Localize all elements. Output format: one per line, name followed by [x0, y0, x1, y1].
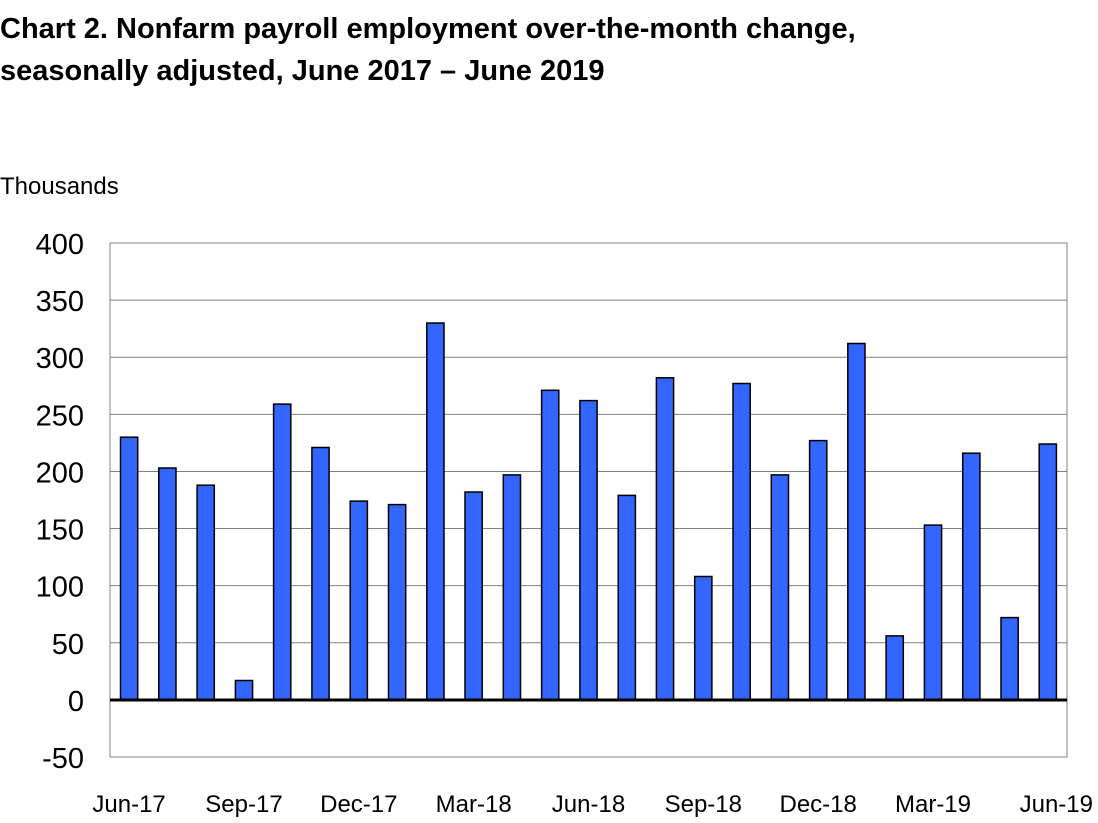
- bar-feb-19: [885, 635, 905, 701]
- x-tick-label: Jun-19: [1020, 791, 1093, 818]
- y-tick-label: 250: [36, 400, 84, 432]
- x-tick-label: Dec-17: [320, 791, 397, 818]
- bar-oct-17: [272, 403, 292, 701]
- bar-apr-18: [502, 474, 522, 701]
- bar-aug-18: [655, 377, 675, 701]
- x-axis-ticks: Jun-17 Sep-17 Dec-17 Mar-18 Jun-18 Sep-18 Dec-…: [92, 791, 1093, 818]
- y-axis-ticks: 400 350 300 250 200 150 100 50 0 -50: [36, 229, 84, 775]
- bar-may-19: [1000, 616, 1019, 701]
- bar-may-18: [540, 389, 560, 701]
- bar-jun-19: [1038, 443, 1058, 701]
- bar-jul-17: [158, 467, 177, 701]
- bar-sep-17: [234, 679, 254, 701]
- x-tick-label: Sep-18: [665, 791, 742, 818]
- x-tick-label: Mar-18: [436, 791, 512, 818]
- bar-jul-18: [617, 494, 637, 701]
- bar-mar-18: [464, 491, 483, 701]
- bar-dec-18: [808, 439, 828, 701]
- bar-jan-19: [847, 342, 866, 701]
- x-tick-label: Dec-18: [780, 791, 857, 818]
- y-tick-label: 0: [68, 686, 84, 718]
- x-tick-label: Jun-18: [552, 791, 625, 818]
- x-tick-label: Jun-17: [92, 791, 165, 818]
- chart-title-line-2: seasonally adjusted, June 2017 – June 20…: [0, 55, 605, 87]
- x-tick-label: Sep-17: [205, 791, 282, 818]
- y-tick-label: 50: [52, 629, 84, 661]
- chart-title-line-1: Chart 2. Nonfarm payroll employment over…: [0, 13, 856, 45]
- y-tick-label: 150: [36, 515, 84, 547]
- bar-sep-18: [693, 575, 713, 701]
- y-tick-label: -50: [42, 743, 84, 775]
- y-axis-unit-label: Thousands: [0, 173, 119, 200]
- y-tick-label: 200: [36, 457, 84, 489]
- bar-feb-18: [426, 322, 445, 701]
- bar-apr-19: [961, 452, 981, 701]
- y-tick-label: 400: [36, 229, 84, 261]
- bar-nov-17: [311, 446, 330, 701]
- bar-jun-18: [579, 399, 598, 701]
- bars: [119, 322, 1058, 701]
- bar-nov-18: [770, 474, 790, 701]
- y-tick-label: 100: [36, 572, 84, 604]
- x-tick-label: Mar-19: [895, 791, 971, 818]
- y-tick-label: 300: [36, 343, 84, 375]
- bar-mar-19: [923, 524, 943, 701]
- bar-aug-17: [196, 484, 216, 701]
- bar-jun-17: [119, 436, 139, 701]
- y-tick-label: 350: [36, 286, 84, 318]
- bar-dec-17: [349, 500, 369, 701]
- bar-oct-18: [732, 382, 751, 701]
- chart-title: Chart 2. Nonfarm payroll employment over…: [0, 8, 1090, 92]
- bar-jan-18: [387, 503, 407, 701]
